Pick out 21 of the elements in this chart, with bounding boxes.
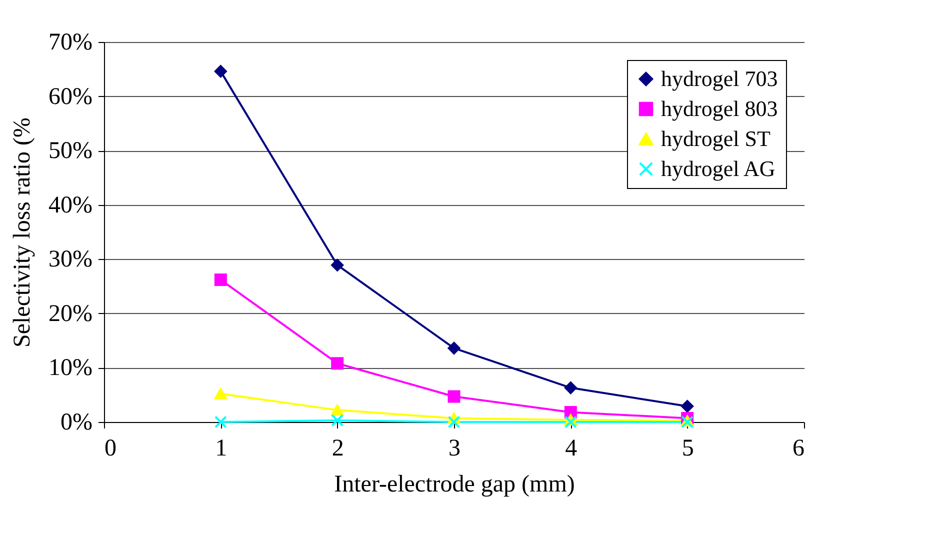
x-tick-label: 6	[792, 436, 804, 462]
x-tick-label: 2	[332, 436, 344, 462]
y-axis-title: Selectivity loss ratio (%	[10, 118, 36, 348]
y-tick-label: 10%	[48, 355, 92, 382]
legend-label: hydrogel ST	[661, 126, 771, 151]
legend-label: hydrogel 703	[661, 66, 778, 91]
x-tick-label: 0	[104, 436, 116, 462]
x-tick-label: 5	[682, 436, 694, 462]
y-tick-label: 60%	[48, 84, 92, 110]
y-tick-label: 0%	[60, 410, 92, 436]
legend-label: hydrogel 803	[661, 96, 778, 121]
y-tick-label: 30%	[48, 246, 92, 273]
y-tick-label: 40%	[48, 192, 92, 218]
y-tick-label: 70%	[48, 30, 92, 56]
x-tick-label: 4	[565, 436, 578, 462]
legend-label: hydrogel AG	[661, 156, 776, 181]
x-tick-label: 1	[215, 436, 228, 462]
y-tick-label: 50%	[48, 138, 92, 164]
x-axis-title: Inter-electrode gap (mm)	[334, 472, 575, 498]
x-tick-label: 3	[448, 436, 460, 462]
y-tick-label: 20%	[48, 300, 92, 327]
